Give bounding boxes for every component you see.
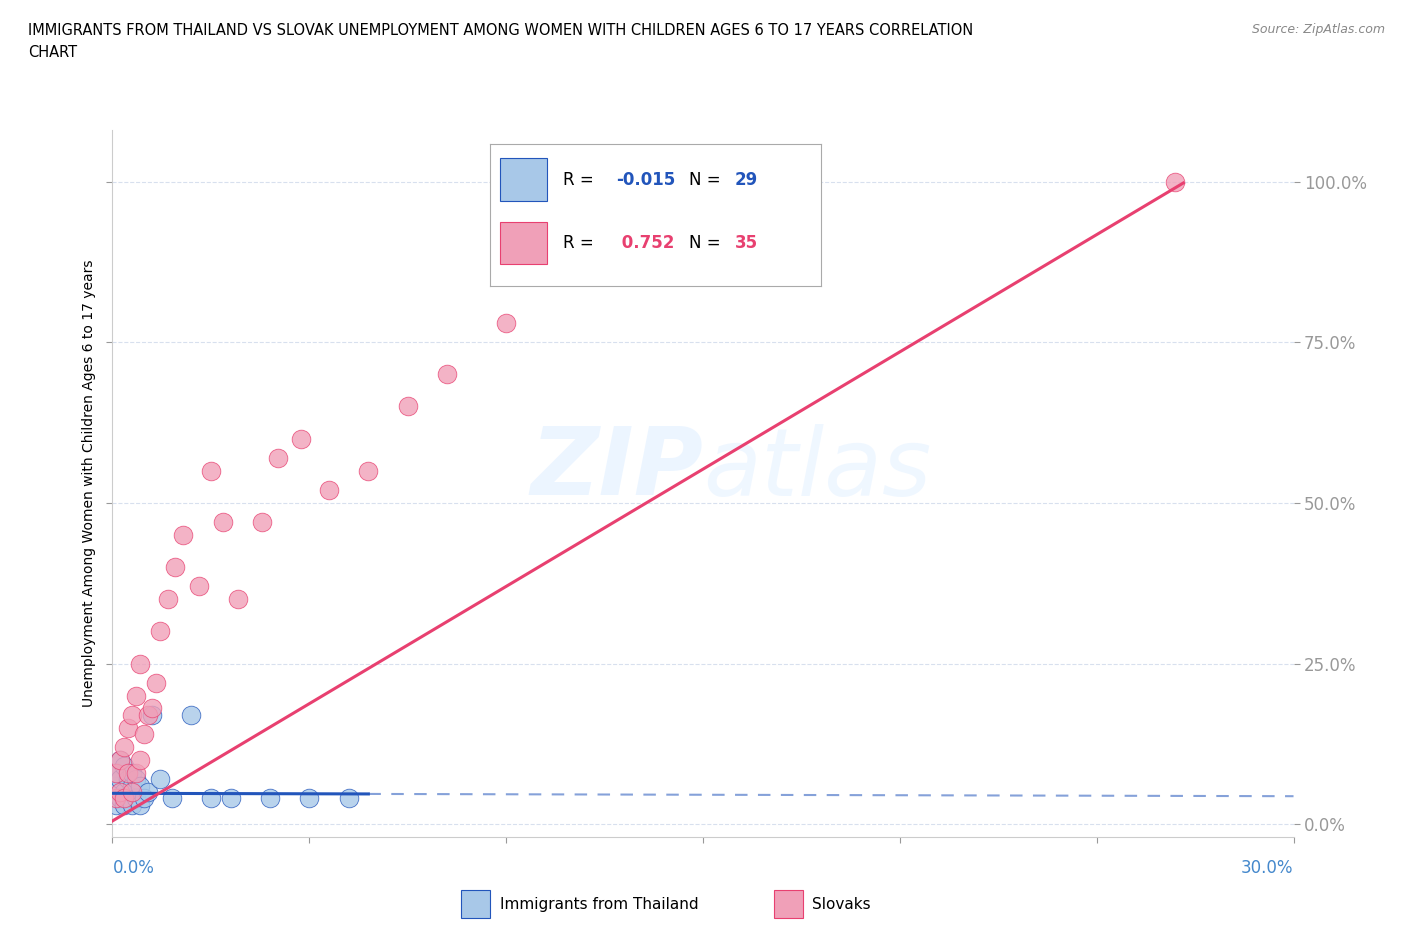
Point xyxy=(188,579,211,594)
Point xyxy=(200,463,222,478)
Point xyxy=(105,791,128,806)
Point xyxy=(110,752,132,767)
Text: IMMIGRANTS FROM THAILAND VS SLOVAK UNEMPLOYMENT AMONG WOMEN WITH CHILDREN AGES 6: IMMIGRANTS FROM THAILAND VS SLOVAK UNEMP… xyxy=(28,23,973,38)
Y-axis label: Unemployment Among Women with Children Ages 6 to 17 years: Unemployment Among Women with Children A… xyxy=(82,259,96,708)
Point xyxy=(105,797,128,812)
Text: Source: ZipAtlas.com: Source: ZipAtlas.com xyxy=(1251,23,1385,36)
Point xyxy=(495,315,517,330)
Point xyxy=(259,791,281,806)
Point xyxy=(219,791,242,806)
Point xyxy=(136,785,159,800)
Point xyxy=(298,791,321,806)
Point xyxy=(1164,174,1187,189)
Point xyxy=(125,772,148,787)
Point xyxy=(112,785,135,800)
FancyBboxPatch shape xyxy=(461,890,491,918)
Point xyxy=(250,514,273,529)
Point xyxy=(117,791,139,806)
Point xyxy=(110,791,132,806)
Text: ZIP: ZIP xyxy=(530,423,703,515)
Point xyxy=(132,791,155,806)
Point xyxy=(172,527,194,542)
Point xyxy=(267,450,290,465)
Text: 30.0%: 30.0% xyxy=(1241,859,1294,878)
Point xyxy=(121,797,143,812)
Point xyxy=(117,721,139,736)
Point xyxy=(129,778,152,793)
FancyBboxPatch shape xyxy=(773,890,803,918)
Point xyxy=(125,791,148,806)
Point xyxy=(117,765,139,780)
Point xyxy=(112,797,135,812)
Point xyxy=(112,739,135,754)
Point xyxy=(129,656,152,671)
Point xyxy=(396,399,419,414)
Point xyxy=(125,688,148,703)
Text: atlas: atlas xyxy=(703,424,931,515)
Point xyxy=(136,708,159,723)
Text: Slovaks: Slovaks xyxy=(811,897,870,911)
Point xyxy=(105,778,128,793)
Point xyxy=(228,591,250,606)
Point xyxy=(200,791,222,806)
Point xyxy=(141,708,163,723)
Point xyxy=(125,765,148,780)
Point xyxy=(165,560,187,575)
Point xyxy=(112,791,135,806)
Point xyxy=(156,591,179,606)
Point xyxy=(112,759,135,774)
Point xyxy=(121,765,143,780)
Point xyxy=(149,624,172,639)
Point xyxy=(129,752,152,767)
Point xyxy=(436,367,458,382)
Text: Immigrants from Thailand: Immigrants from Thailand xyxy=(501,897,699,911)
Point xyxy=(121,778,143,793)
Point xyxy=(110,772,132,787)
Point xyxy=(357,463,380,478)
Point xyxy=(110,785,132,800)
Point xyxy=(105,765,128,780)
Point xyxy=(318,483,340,498)
Point xyxy=(105,765,128,780)
Point xyxy=(129,797,152,812)
Point xyxy=(132,726,155,741)
Text: CHART: CHART xyxy=(28,45,77,60)
Point xyxy=(145,675,167,690)
Point xyxy=(141,701,163,716)
Point xyxy=(160,791,183,806)
Point xyxy=(121,785,143,800)
Point xyxy=(121,708,143,723)
Point xyxy=(149,772,172,787)
Text: 0.0%: 0.0% xyxy=(112,859,155,878)
Point xyxy=(290,432,312,446)
Point xyxy=(211,514,233,529)
Point xyxy=(117,772,139,787)
Point xyxy=(180,708,202,723)
Point xyxy=(337,791,360,806)
Point xyxy=(110,752,132,767)
